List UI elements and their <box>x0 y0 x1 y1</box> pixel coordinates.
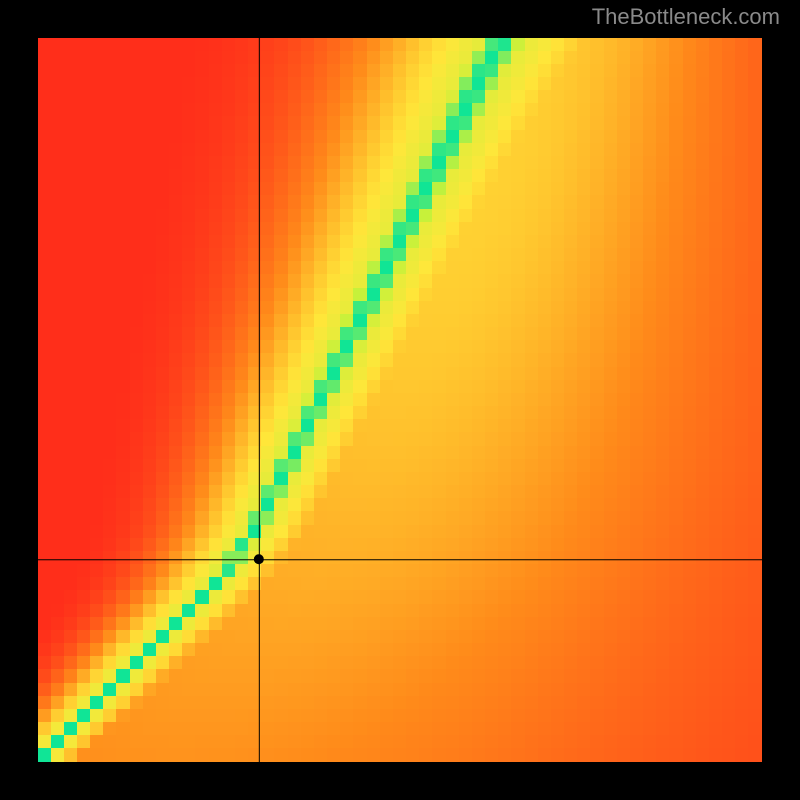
heatmap-canvas <box>38 38 762 762</box>
heatmap-plot <box>38 38 762 762</box>
attribution-text: TheBottleneck.com <box>592 4 780 30</box>
